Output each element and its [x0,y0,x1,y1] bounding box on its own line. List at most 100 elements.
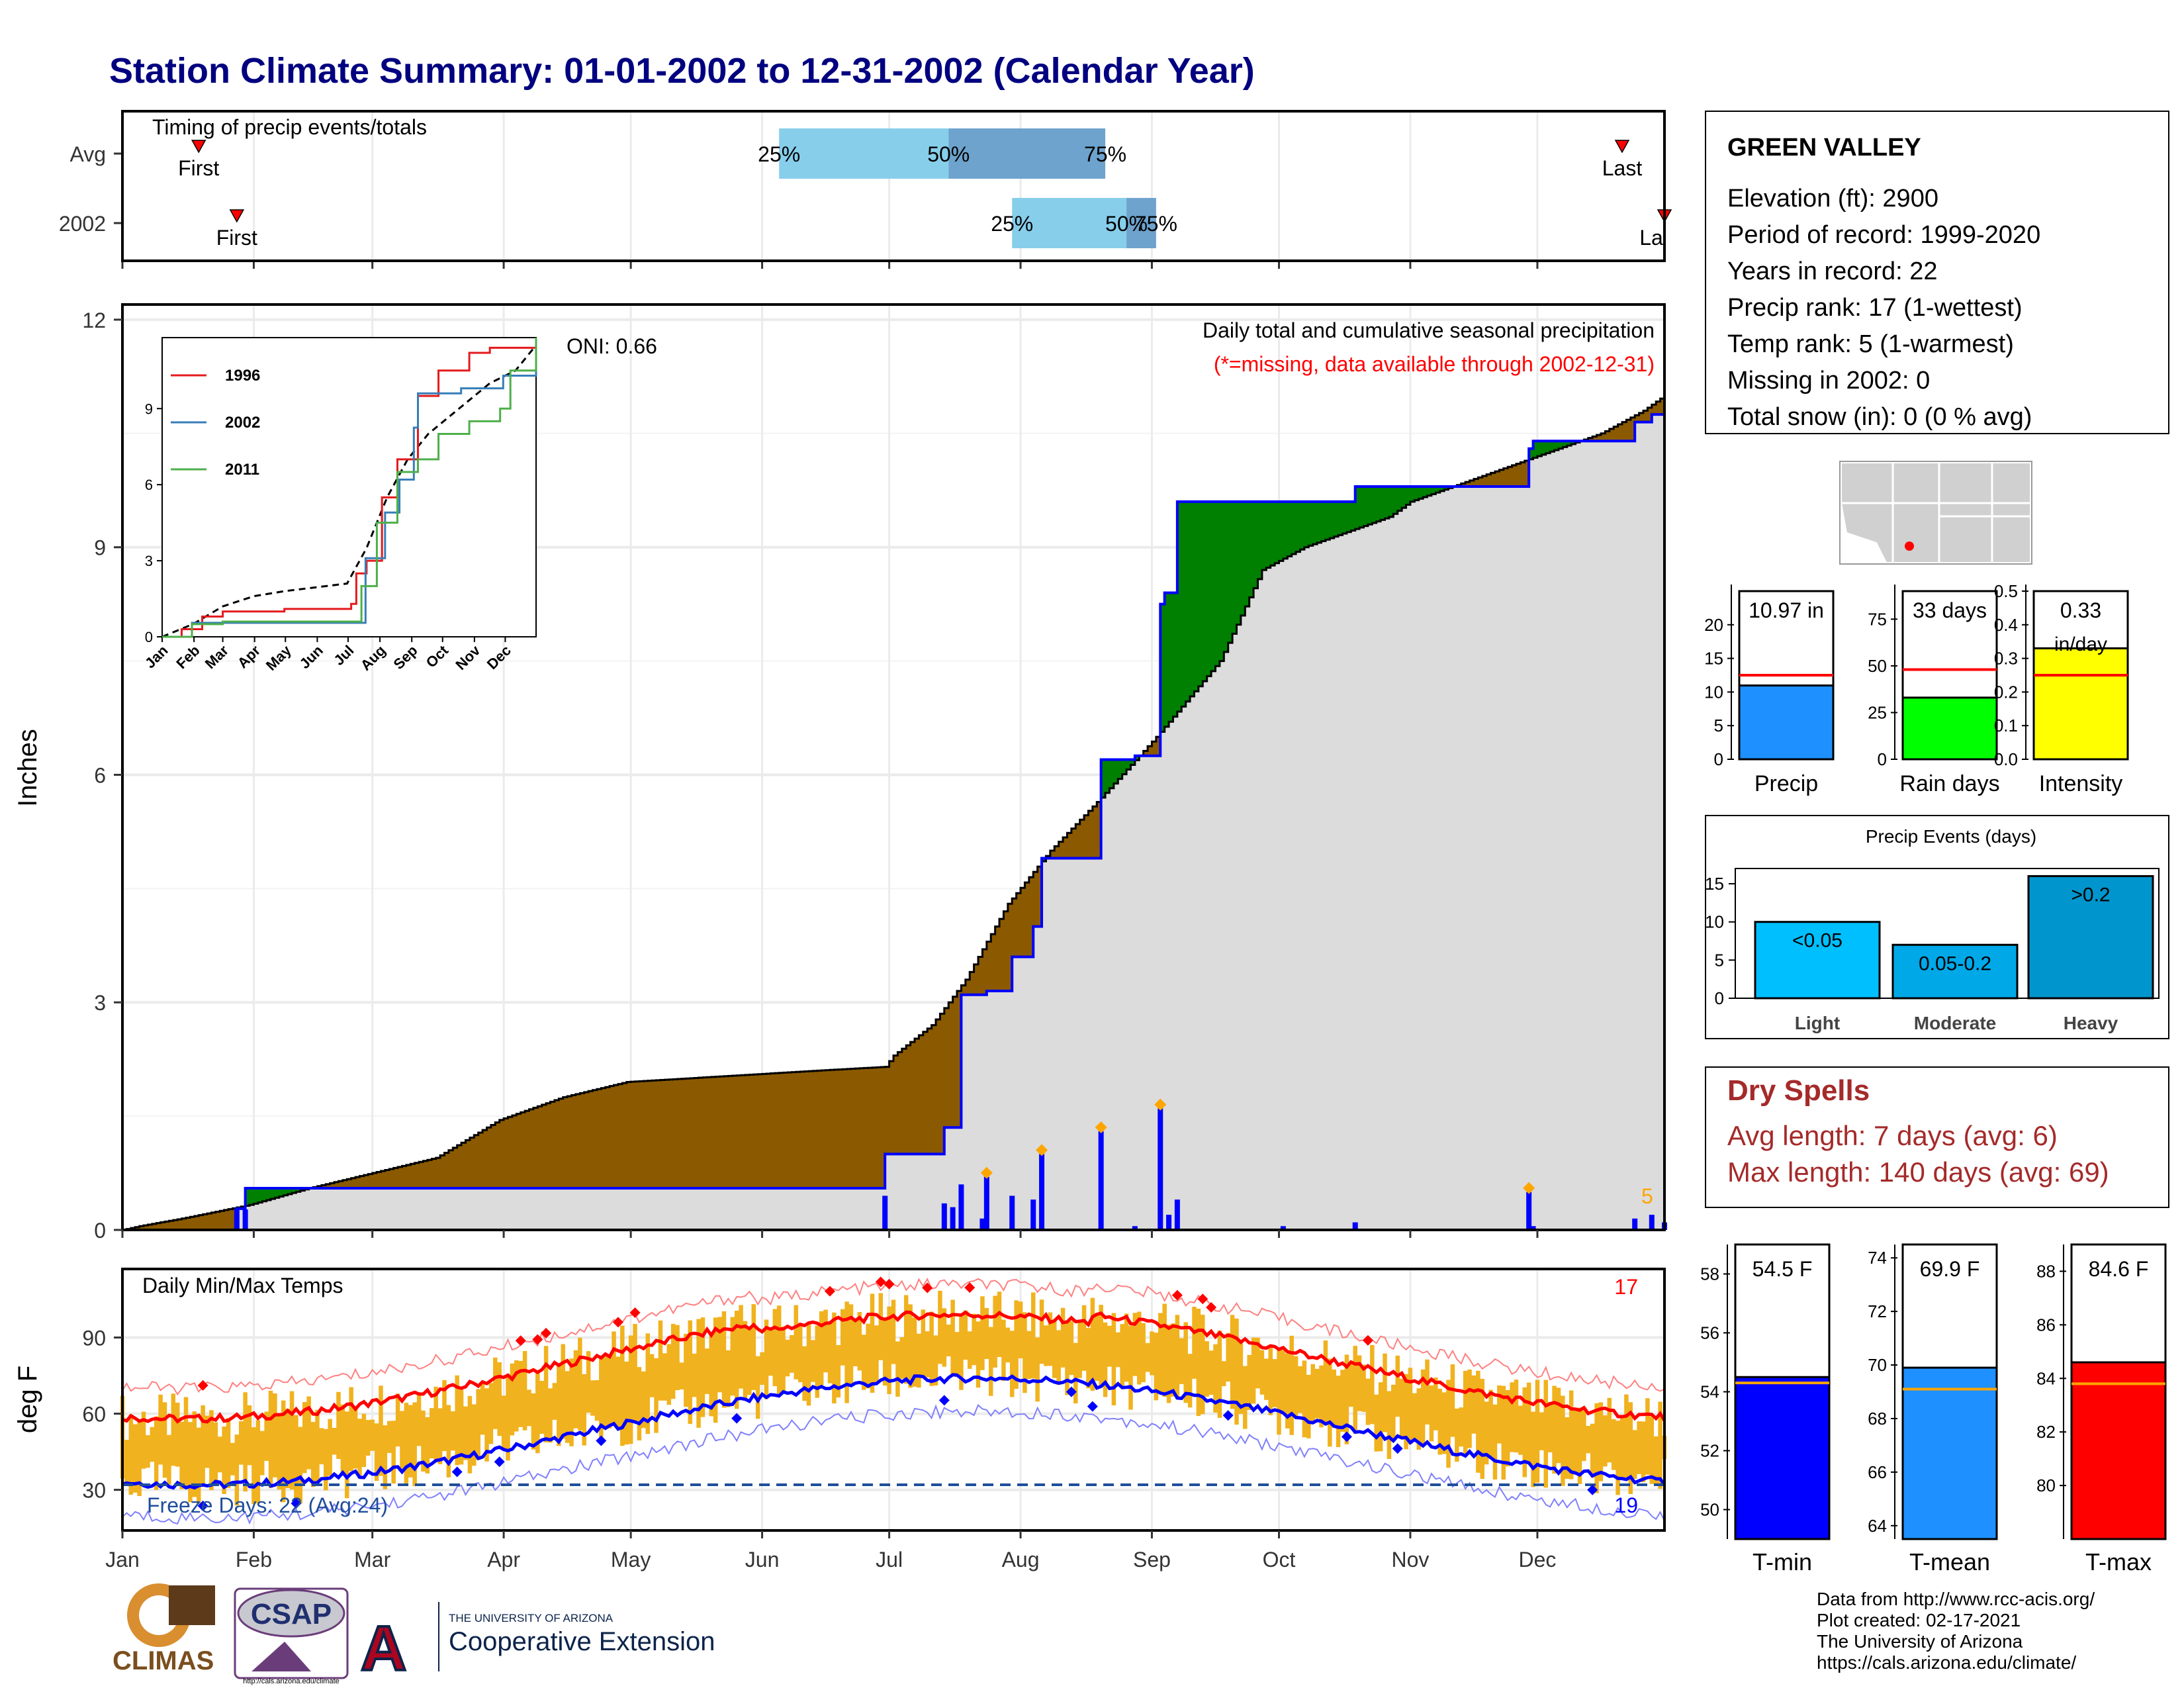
temp-bar-ytick-label: 54 [1700,1382,1719,1402]
record-low-marker [451,1466,463,1477]
timing-pct-label: 25% [758,142,800,166]
credit-line: https://cals.arizona.edu/climate/ [1817,1652,2076,1673]
events-bar-value: 0.05-0.2 [1919,953,1991,974]
events-ytick-label: 0 [1715,988,1724,1008]
record-low-marker [1087,1401,1098,1412]
precip-daily-bar [983,1176,989,1230]
summary-bar-label: Precip [1754,771,1818,796]
summary-bar-ytick-label: 10 [1704,682,1723,702]
record-min-line [122,1403,1665,1525]
temp-panel: 30 60 90 deg F Daily Min/Max Temps 17 19 F… [13,1268,1667,1532]
summary-bar-ytick-label: 20 [1704,615,1723,635]
inset-series-line [162,357,537,638]
summary-bars: 0 5 10 15 20 10.97 in Precip 0 25 50 75 33 days Rain… [1704,581,2129,796]
ua-logo: A THE UNIVERSITY OF ARIZONA Cooperative … [359,1602,715,1685]
precip-daily-bar [1039,1154,1045,1230]
record-high-marker [197,1380,208,1391]
timing-first-label: First [178,156,219,180]
month-label: Jan [105,1548,140,1571]
timing-bar-25-50 [779,128,949,179]
temp-ytick-label: 30 [82,1479,106,1503]
inset-series-line [162,338,537,638]
summary-bar-ytick-label: 25 [1868,702,1887,722]
timing-bar-50-75 [1126,198,1156,248]
temp-bar [2070,1361,2167,1540]
temp-ytick-label: 90 [82,1327,106,1350]
precip-missing-note: (*=missing, data available through 2002-… [1214,352,1655,376]
summary-bar [2032,647,2129,761]
precip-ytick-label: 3 [94,991,106,1015]
precip-daily-bar [1530,1226,1536,1230]
timing-label: Timing of precip events/totals [152,115,427,139]
summary-bar-label: Intensity [2039,771,2123,796]
inset-legend-label: 1996 [225,367,260,385]
precip-ylabel: Inches [13,729,42,807]
temp-bar-ytick-label: 82 [2036,1422,2056,1442]
inset-ytick-label: 0 [145,629,153,645]
station-info-line: Missing in 2002: 0 [1727,367,1930,395]
events-ytick-label: 10 [1705,912,1724,932]
temp-bar-value: 69.9 F [1920,1257,1980,1281]
precip-daily-bar [1526,1192,1532,1230]
record-low-marker [1587,1484,1598,1495]
timing-pct-label: 50% [927,142,970,166]
record-high-marker [875,1276,886,1288]
location-map [1839,461,2032,565]
record-high-marker [884,1278,895,1289]
precip-marker [1095,1121,1107,1134]
temp-bar-label: T-max [2085,1548,2152,1575]
temp-bar-label: T-mean [1909,1548,1990,1575]
precip-daily-bar [1649,1215,1655,1230]
summary-bar-ytick-label: 15 [1704,649,1723,669]
record-high-marker [532,1334,543,1345]
precip-events-chart: Precip Events (days) 0 5 10 15 <0.05 Light 0.05… [1705,815,2169,1039]
station-location-marker [1905,541,1914,551]
precip-daily-bar [1009,1196,1015,1230]
inset-ytick-label: 6 [145,477,153,493]
precip-daily-bar [958,1184,964,1230]
precip-avg-cumulative-line [122,395,1666,1231]
precip-ytick-label: 0 [94,1219,106,1243]
timing-last-label: Last [1602,156,1643,180]
temp-bar [1734,1376,1831,1540]
record-low-marker [1222,1410,1234,1421]
month-label: Feb [236,1548,272,1571]
precip-daily-bar [1166,1215,1172,1230]
month-label: Jul [876,1548,903,1571]
temp-bar-ytick-label: 68 [1868,1409,1887,1429]
temp-ytick-label: 60 [82,1403,106,1427]
record-high-marker [541,1327,552,1338]
record-low-marker [1341,1431,1352,1442]
page-title: Station Climate Summary: 01-01-2002 to 1… [109,51,1255,91]
temp-bar-ytick-label: 66 [1868,1462,1887,1482]
precip-daily-bar [234,1208,240,1230]
station-info-line: Years in record: 22 [1727,258,1938,285]
summary-bar [1901,696,1998,761]
normal-max-line [122,1310,1666,1424]
timing-marker [229,209,245,223]
credit-line: The University of Arizona [1817,1631,2023,1652]
timing-pct-label: 75% [1084,142,1126,166]
month-label: Dec [1519,1548,1557,1571]
temp-label: Daily Min/Max Temps [142,1274,343,1297]
precip-marker [980,1166,993,1179]
summary-bar-ytick-label: 0 [1878,749,1887,769]
precip-ytick-label: 6 [94,763,106,787]
record-high-marker [964,1282,976,1293]
dry-spells-box: Dry Spells Avg length: 7 days (avg: 6) M… [1705,1066,2169,1208]
record-low-marker [731,1413,743,1424]
month-label: Jun [745,1548,780,1571]
temp-bar-ytick-label: 56 [1700,1323,1719,1343]
summary-bar-value: 33 days [1913,598,1987,622]
cold-days-count: 19 [1614,1493,1638,1517]
summary-bar-value-unit: in/day [2054,633,2107,655]
precip-marker [1154,1098,1167,1111]
timing-bar-25-50 [1012,198,1127,248]
precip-daily-bar [941,1203,947,1230]
summary-bar-ytick-label: 0.2 [1994,682,2018,702]
normal-min-line [122,1373,1666,1490]
events-bar-label: Moderate [1914,1013,1996,1033]
month-label: Apr [487,1548,520,1571]
record-high-marker [1197,1293,1208,1305]
